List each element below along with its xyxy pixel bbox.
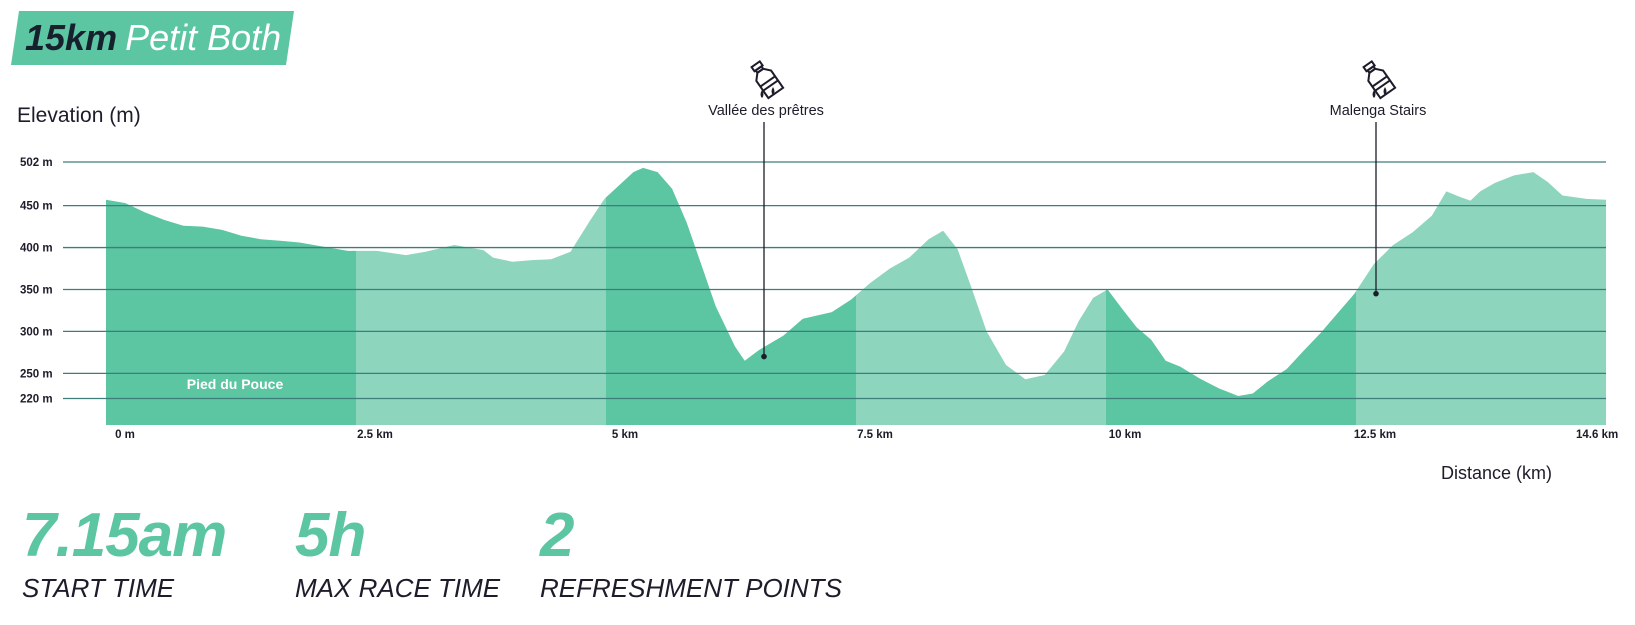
stat-value: 2 [540, 501, 574, 570]
race-title: 15km Petit Both [25, 17, 281, 59]
y-tick-label: 350 m [20, 284, 53, 296]
water-drop-icon [1383, 87, 1387, 95]
race-distance: 15km [25, 17, 118, 58]
elevation-chart: 502 m 450 m 400 m 350 m 300 m 250 m 220 m 0 m 2.… [20, 59, 1618, 441]
race-title-banner: 15km Petit Both [11, 11, 294, 65]
annotation-point [761, 353, 767, 360]
water-bottle-icon [750, 59, 785, 100]
stat-refreshment-points: 2 REFRESHMENT POINTS [540, 505, 842, 604]
elevation-segment-light [356, 167, 607, 425]
y-tick-label: 400 m [20, 243, 53, 255]
stat-value: 5h [295, 501, 366, 570]
water-drop-icon [1372, 90, 1376, 98]
y-tick-label: 250 m [20, 368, 53, 380]
elevation-segment-light [856, 167, 1107, 425]
y-tick-label: 300 m [20, 326, 53, 338]
stat-label: REFRESHMENT POINTS [540, 573, 842, 603]
water-drop-icon [760, 90, 764, 98]
y-tick-label: 502 m [20, 157, 53, 169]
x-tick-label: 12.5 km [1354, 429, 1396, 441]
water-bottle-icon [1362, 59, 1397, 100]
race-name: Petit Both [125, 17, 282, 58]
stat-start-time: 7.15am START TIME [22, 501, 227, 604]
elevation-segment-dark [606, 167, 857, 425]
y-tick-label: 220 m [20, 394, 53, 406]
annotation-label: Vallée des prêtres [708, 103, 824, 119]
x-axis-label: Distance (km) [1440, 463, 1552, 483]
x-tick-label: 5 km [612, 429, 638, 441]
x-tick-label: 0 m [115, 429, 135, 441]
x-tick-label: 2.5 km [357, 429, 393, 441]
stat-label: MAX RACE TIME [295, 573, 501, 603]
annotation-label: Malenga Stairs [1330, 103, 1427, 119]
elevation-segment-light [1356, 167, 1606, 425]
x-tick-label: 14.6 km [1576, 429, 1618, 441]
elevation-area [106, 167, 1606, 425]
stat-value: 7.15am [22, 501, 227, 570]
annotation-point [1373, 290, 1379, 297]
stat-max-race-time: 5h MAX RACE TIME [295, 505, 500, 604]
area-label: Pied du Pouce [187, 376, 284, 392]
stat-label: START TIME [22, 573, 175, 603]
y-axis-label: Elevation (m) [17, 104, 141, 127]
y-tick-label: 450 m [20, 201, 53, 213]
elevation-segment-dark [106, 167, 357, 425]
banner-shape [11, 11, 294, 65]
elevation-segment-dark [1106, 167, 1357, 425]
water-drop-icon [771, 87, 775, 95]
x-tick-label: 10 km [1109, 429, 1142, 441]
x-tick-label: 7.5 km [857, 429, 893, 441]
